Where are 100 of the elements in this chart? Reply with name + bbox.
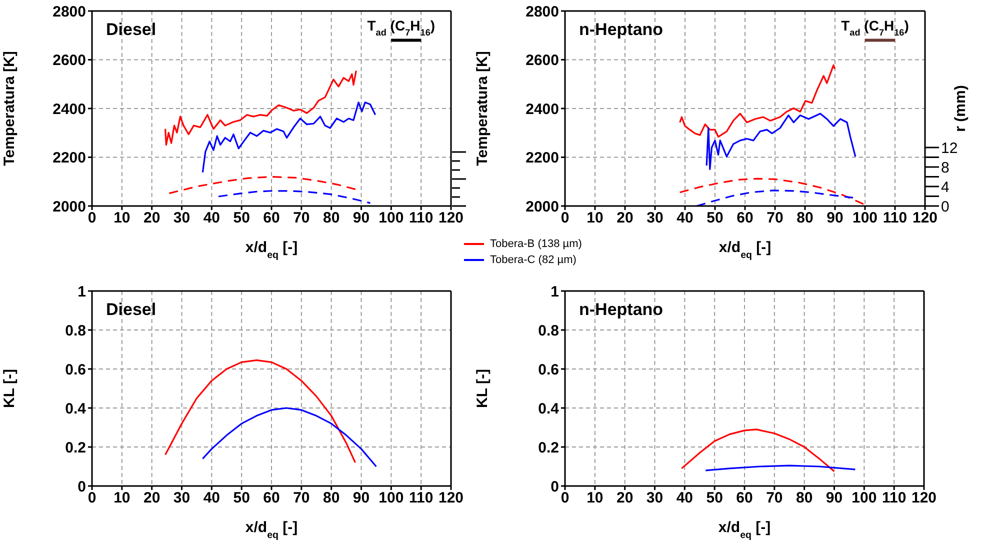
x-tick-label: 20 (616, 490, 634, 507)
x-tick-label: 30 (173, 210, 190, 227)
y-tick-label: 0.2 (538, 439, 559, 456)
y2-tick-label: 4 (941, 178, 950, 196)
x-tick-label: 50 (706, 210, 724, 227)
line-series (164, 359, 356, 464)
y-tick-label: 0.6 (65, 361, 86, 378)
series-label: T$_{ad}$ (C$_{7}$H$_{16}$) (367, 17, 436, 38)
line-series (696, 190, 854, 206)
x-tick-label: 10 (586, 210, 604, 227)
x-tick-label: 20 (143, 490, 160, 507)
y-tick-label: 2800 (52, 3, 86, 20)
x-tick-label: 90 (352, 490, 370, 507)
x-tick-label: 10 (114, 210, 130, 227)
y-tick-label: 0.2 (65, 439, 86, 456)
y-tick-label: 0.4 (65, 400, 87, 418)
x-tick-label: 10 (586, 490, 604, 507)
x-tick-label: 100 (378, 210, 404, 227)
line-series (679, 178, 864, 205)
line-series (680, 428, 836, 472)
x-tick-label: 20 (143, 210, 160, 227)
y2-tick-label: 8 (941, 159, 950, 176)
x-tick-label: 20 (616, 210, 634, 227)
line-series (202, 407, 378, 468)
x-tick-label: 80 (322, 490, 340, 507)
y2-tick-label: 0 (941, 198, 950, 216)
y2-tick-label: 12 (941, 140, 958, 157)
y-tick-label: 2200 (526, 150, 559, 167)
x-tick-label: 30 (173, 490, 190, 507)
x-tick-label: 70 (293, 210, 310, 227)
x-tick-label: 70 (293, 490, 310, 507)
x-tick-label: 100 (378, 490, 404, 507)
x-tick-label: 60 (263, 490, 280, 507)
annotation: n-Heptano (579, 300, 664, 319)
x-tick-label: 60 (736, 210, 754, 227)
y-axis-title: Temperatura [K] (1, 51, 18, 166)
line-series (218, 190, 372, 204)
x-tick-label: 30 (646, 210, 664, 227)
x-tick-label: 120 (911, 490, 937, 507)
y-tick-label: 1 (550, 283, 559, 300)
y-tick-label: 0.8 (65, 322, 86, 340)
y-axis-title: Temperatura [K] (474, 51, 491, 166)
y-tick-label: 0 (78, 478, 86, 496)
annotation: n-Heptano (579, 20, 664, 39)
x-axis-title: x/d$_{eq}$ [-] (718, 519, 771, 540)
annotation: Diesel (106, 20, 156, 39)
y-tick-label: 2000 (52, 198, 86, 216)
y-axis-title: KL [-] (1, 369, 18, 408)
x-tick-label: 40 (203, 210, 220, 227)
x-axis-title: x/d$_{eq}$ [-] (718, 239, 772, 260)
y-tick-label: 1 (78, 283, 86, 300)
line-series (164, 70, 357, 146)
y-tick-label: 0.4 (538, 400, 560, 418)
y-tick-label: 2000 (526, 198, 559, 216)
x-tick-label: 110 (408, 210, 434, 227)
x-tick-label: 80 (796, 210, 814, 227)
y-tick-label: 2600 (526, 52, 559, 70)
x-tick-label: 90 (826, 210, 844, 227)
x-tick-label: 50 (233, 210, 250, 227)
x-tick-label: 50 (233, 490, 250, 507)
x-tick-label: 110 (408, 490, 434, 507)
x-tick-label: 90 (352, 210, 370, 227)
x-tick-label: 100 (852, 490, 877, 507)
x-tick-label: 70 (766, 210, 784, 227)
x-tick-label: 40 (676, 490, 694, 507)
x-tick-label: 120 (912, 210, 938, 227)
y2-axis-title: r (mm) (952, 85, 969, 132)
x-tick-label: 40 (676, 210, 694, 227)
y-tick-label: 2400 (526, 100, 559, 118)
line-series (202, 102, 376, 174)
x-tick-label: 120 (438, 490, 464, 507)
x-tick-label: 110 (882, 210, 908, 227)
x-tick-label: 60 (736, 490, 753, 507)
line-series (168, 176, 358, 194)
series-label: T$_{ad}$ (C$_{7}$H$_{16}$) (841, 17, 909, 38)
line-series (706, 112, 856, 170)
annotation: Diesel (106, 300, 156, 319)
x-tick-label: 40 (203, 490, 220, 507)
line-series (679, 64, 836, 138)
x-tick-label: 100 (852, 210, 878, 227)
x-axis-title: x/d$_{eq}$ [-] (245, 519, 298, 540)
y-tick-label: 0 (550, 478, 559, 496)
y-tick-label: 0.8 (538, 322, 559, 340)
x-axis-title: x/d$_{eq}$ [-] (245, 239, 298, 260)
legend-label: Tobera-B (138 µm) (490, 238, 582, 250)
y-tick-label: 0.6 (538, 361, 559, 378)
legend-label: Tobera-C (82 µm) (490, 254, 576, 266)
y-tick-label: 2200 (52, 150, 86, 167)
x-tick-label: 90 (826, 490, 843, 507)
x-tick-label: 60 (263, 210, 280, 227)
y-axis-title: KL [-] (474, 369, 491, 408)
x-tick-label: 70 (766, 490, 783, 507)
x-tick-label: 80 (796, 490, 813, 507)
x-tick-label: 10 (114, 490, 130, 507)
x-tick-label: 50 (706, 490, 723, 507)
y-tick-label: 2600 (52, 52, 86, 70)
y-tick-label: 2800 (526, 3, 559, 20)
x-tick-label: 120 (438, 210, 464, 227)
y-tick-label: 2400 (52, 100, 86, 118)
x-tick-label: 30 (646, 490, 664, 507)
